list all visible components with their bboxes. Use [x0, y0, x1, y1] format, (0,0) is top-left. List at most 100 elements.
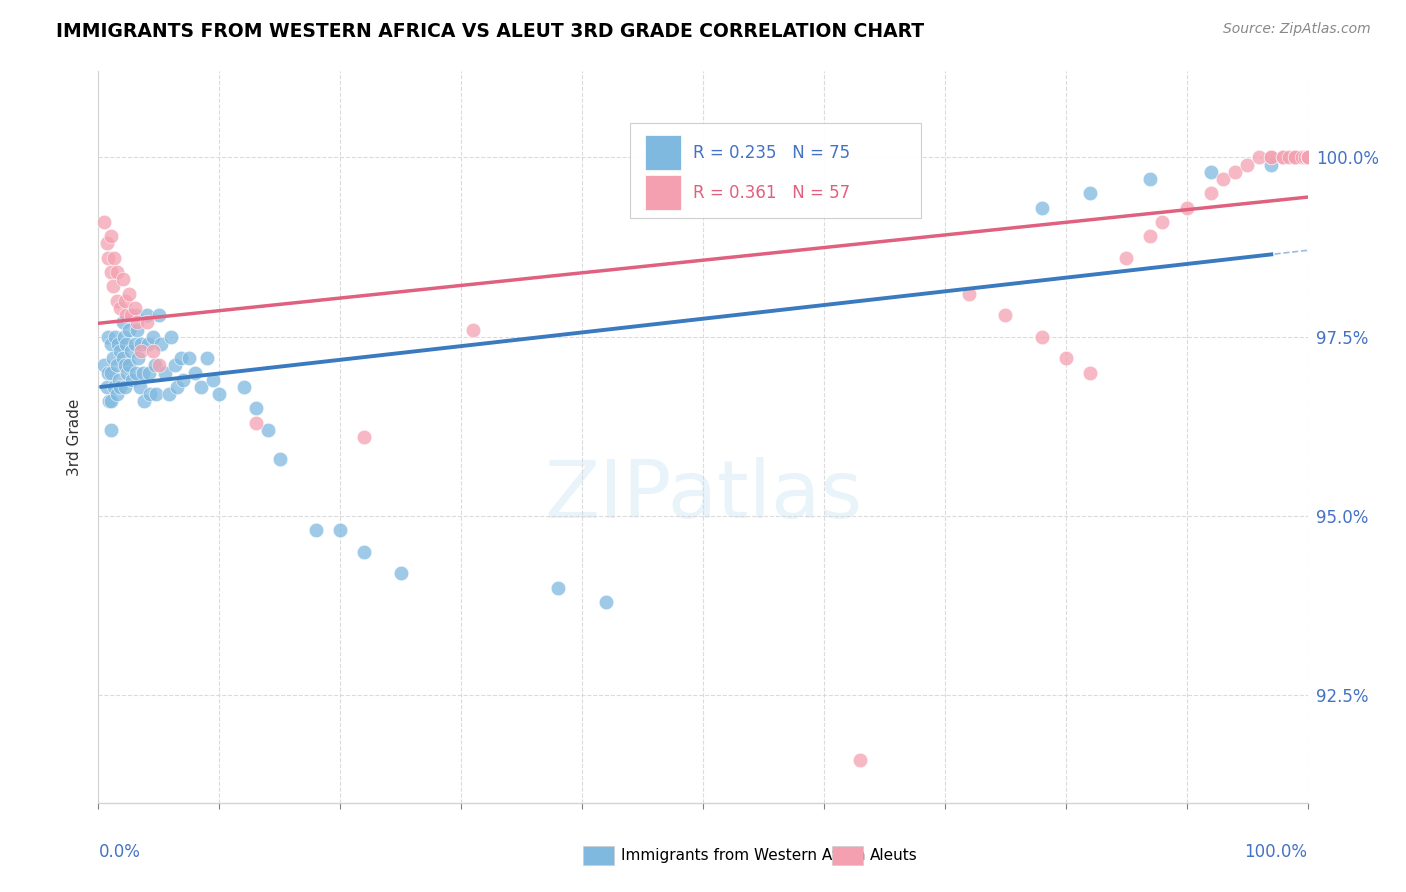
Point [120, 344, 142, 359]
Point [111, 351, 134, 366]
Point [124, 308, 146, 322]
Point [112, 329, 135, 343]
Point [1031, 201, 1053, 215]
Point [1212, 172, 1234, 186]
Point [148, 308, 170, 322]
Point [1296, 150, 1319, 164]
Point [120, 308, 142, 322]
Text: 0.0%: 0.0% [98, 843, 141, 861]
Point [118, 359, 141, 373]
Point [143, 359, 166, 373]
Point [1278, 150, 1301, 164]
Point [547, 581, 569, 595]
Point [100, 423, 122, 437]
Text: R = 0.235   N = 75: R = 0.235 N = 75 [693, 144, 851, 161]
Text: R = 0.361   N = 57: R = 0.361 N = 57 [693, 184, 851, 202]
Point [97, 366, 120, 380]
Point [1078, 366, 1101, 380]
Point [111, 272, 134, 286]
Text: Aleuts: Aleuts [870, 848, 918, 863]
FancyBboxPatch shape [645, 175, 682, 211]
Point [128, 380, 150, 394]
Point [121, 373, 143, 387]
Point [1272, 150, 1295, 164]
Point [256, 423, 278, 437]
FancyBboxPatch shape [645, 135, 682, 170]
Point [1139, 229, 1161, 244]
Point [1296, 150, 1319, 164]
Y-axis label: 3rd Grade: 3rd Grade [67, 399, 83, 475]
Point [1272, 150, 1295, 164]
Point [1175, 201, 1198, 215]
Point [1296, 150, 1319, 164]
Point [157, 387, 180, 401]
Point [115, 336, 138, 351]
Point [104, 329, 127, 343]
Point [108, 344, 131, 359]
Text: Immigrants from Western Africa: Immigrants from Western Africa [621, 848, 866, 863]
Point [1294, 150, 1316, 164]
Point [145, 387, 167, 401]
Point [96, 236, 118, 251]
Point [127, 322, 149, 336]
Point [1260, 150, 1282, 164]
Point [202, 373, 225, 387]
Point [114, 359, 136, 373]
Point [1152, 215, 1174, 229]
Point [172, 373, 194, 387]
Point [127, 351, 149, 366]
Point [148, 359, 170, 373]
Point [245, 401, 267, 416]
Point [105, 359, 128, 373]
Point [138, 366, 160, 380]
Point [1078, 186, 1101, 201]
Point [150, 336, 173, 351]
Point [160, 329, 183, 343]
Point [108, 373, 131, 387]
Point [353, 545, 375, 559]
Point [1249, 150, 1271, 164]
Point [107, 336, 129, 351]
Point [353, 430, 375, 444]
Point [1199, 165, 1222, 179]
Point [103, 251, 125, 265]
Point [957, 286, 980, 301]
Point [127, 315, 149, 329]
Point [179, 351, 201, 366]
Point [169, 351, 191, 366]
Text: ZIPatlas: ZIPatlas [544, 457, 862, 534]
Point [1284, 150, 1306, 164]
Point [184, 366, 207, 380]
Point [124, 301, 146, 315]
Point [114, 293, 136, 308]
Point [232, 380, 254, 394]
Point [136, 336, 159, 351]
Point [166, 380, 188, 394]
Point [245, 416, 267, 430]
Point [139, 387, 162, 401]
Point [153, 366, 176, 380]
Point [117, 366, 139, 380]
Point [1223, 165, 1246, 179]
Point [103, 380, 125, 394]
Point [994, 308, 1017, 322]
Point [125, 366, 148, 380]
Point [1260, 158, 1282, 172]
Point [1296, 150, 1319, 164]
Point [1199, 186, 1222, 201]
Point [114, 380, 136, 394]
Point [132, 366, 155, 380]
Point [595, 595, 617, 609]
Point [1296, 150, 1319, 164]
Point [1296, 150, 1319, 164]
Point [129, 336, 152, 351]
Point [1031, 329, 1053, 343]
Point [105, 387, 128, 401]
FancyBboxPatch shape [630, 122, 921, 218]
Point [100, 394, 122, 409]
Point [96, 380, 118, 394]
Point [142, 329, 165, 343]
Point [134, 394, 156, 409]
Point [129, 344, 152, 359]
Point [135, 315, 157, 329]
